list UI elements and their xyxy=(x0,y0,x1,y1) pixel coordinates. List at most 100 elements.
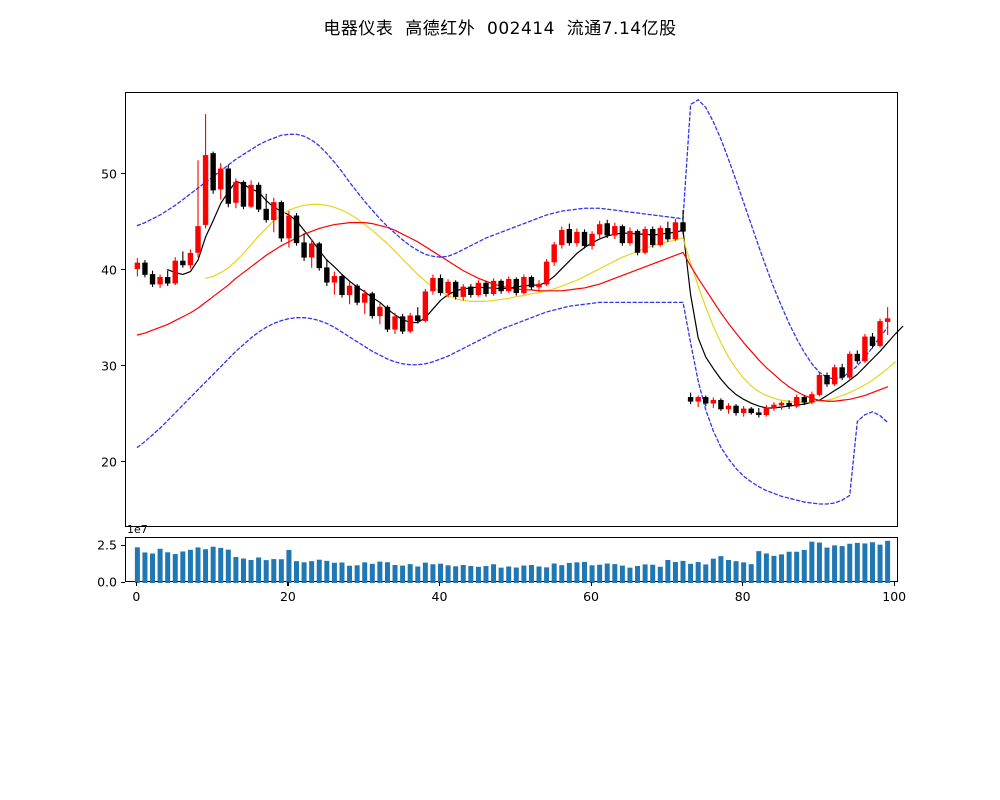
volume-y-tick-label: 2.5 xyxy=(97,537,117,553)
candle xyxy=(657,225,663,247)
candle xyxy=(460,284,466,301)
volume-bar xyxy=(400,565,406,583)
candle xyxy=(210,151,216,194)
candle xyxy=(331,271,338,295)
volume-bar xyxy=(869,542,875,583)
volume-bar xyxy=(415,566,421,583)
candle xyxy=(665,221,671,242)
candle xyxy=(362,289,368,314)
volume-bar xyxy=(710,558,716,583)
candle xyxy=(339,274,345,298)
volume-x-tick-mark xyxy=(439,582,441,586)
candle xyxy=(278,200,285,242)
volume-bar xyxy=(369,563,375,583)
volume-bar xyxy=(506,566,512,583)
volume-bar xyxy=(150,553,156,583)
candle xyxy=(384,305,391,333)
candle xyxy=(172,257,178,286)
candle xyxy=(316,241,322,271)
volume-bar xyxy=(627,567,633,583)
candle xyxy=(763,405,770,417)
candle xyxy=(793,394,800,408)
candle xyxy=(271,197,277,233)
candle xyxy=(733,404,739,416)
volume-bar xyxy=(657,566,663,583)
volume-bar xyxy=(271,559,277,583)
volume-bar xyxy=(392,565,398,583)
volume-bar xyxy=(847,543,853,583)
volume-bar xyxy=(498,567,504,583)
candle xyxy=(801,395,807,406)
volume-bar xyxy=(801,549,807,583)
candle xyxy=(255,182,262,213)
volume-bar xyxy=(445,565,451,583)
volume-bar xyxy=(877,544,883,583)
volume-x-tick-label: 40 xyxy=(431,589,448,604)
volume-bar xyxy=(331,562,337,583)
volume-bar xyxy=(377,561,383,583)
candle xyxy=(786,400,792,409)
volume-bar xyxy=(589,565,595,583)
candle xyxy=(710,397,717,408)
volume-bar xyxy=(854,542,860,583)
volume-bar xyxy=(483,566,489,583)
candle xyxy=(142,260,148,278)
candle xyxy=(233,178,239,209)
candle xyxy=(687,392,694,405)
volume-bar xyxy=(536,566,542,583)
candle xyxy=(725,403,732,414)
candlestick-group xyxy=(134,114,891,418)
candle xyxy=(634,229,641,256)
volume-bar xyxy=(862,543,868,583)
candle xyxy=(407,312,413,334)
candle xyxy=(877,318,883,348)
candle xyxy=(346,282,353,305)
candle xyxy=(195,160,201,258)
volume-bar xyxy=(650,564,656,583)
candle xyxy=(869,333,876,349)
candle xyxy=(263,193,269,223)
volume-x-tick-label: 20 xyxy=(279,589,296,604)
candle xyxy=(824,372,830,387)
volume-bar xyxy=(354,565,360,583)
volume-bar xyxy=(635,566,641,583)
candle xyxy=(445,279,451,298)
volume-bar xyxy=(809,541,815,583)
candle xyxy=(202,114,209,229)
candle xyxy=(468,284,474,298)
volume-bar xyxy=(210,546,216,583)
candle xyxy=(415,307,421,324)
volume-y-offset-label: 1e7 xyxy=(127,523,148,536)
volume-bar xyxy=(475,566,481,583)
candle xyxy=(543,259,550,287)
volume-bar xyxy=(574,562,580,583)
candle xyxy=(157,274,163,288)
candle xyxy=(778,401,785,410)
candle xyxy=(604,219,610,238)
volume-bar xyxy=(468,566,474,583)
volume-x-tick-mark xyxy=(742,582,744,586)
volume-bar xyxy=(438,563,443,583)
candle xyxy=(884,307,891,335)
candle xyxy=(475,280,482,297)
volume-bar xyxy=(695,562,701,583)
candle xyxy=(437,274,444,296)
candle xyxy=(422,288,429,323)
price-y-tick-label: 40 xyxy=(101,262,117,278)
volume-bar xyxy=(362,562,368,583)
volume-bar xyxy=(180,551,186,583)
volume-bar xyxy=(688,563,694,583)
candle xyxy=(301,233,307,262)
candle xyxy=(695,395,701,408)
candle xyxy=(528,275,535,290)
volume-bar xyxy=(839,546,845,583)
series-ma-short xyxy=(167,180,904,409)
volume-bar xyxy=(407,564,413,583)
candle xyxy=(164,270,171,287)
volume-bar xyxy=(748,564,754,583)
volume-bar xyxy=(612,564,618,583)
price-y-tick-label: 30 xyxy=(101,358,117,374)
series-ma-mid xyxy=(204,203,896,403)
candle xyxy=(506,276,512,293)
volume-bar xyxy=(581,561,587,583)
